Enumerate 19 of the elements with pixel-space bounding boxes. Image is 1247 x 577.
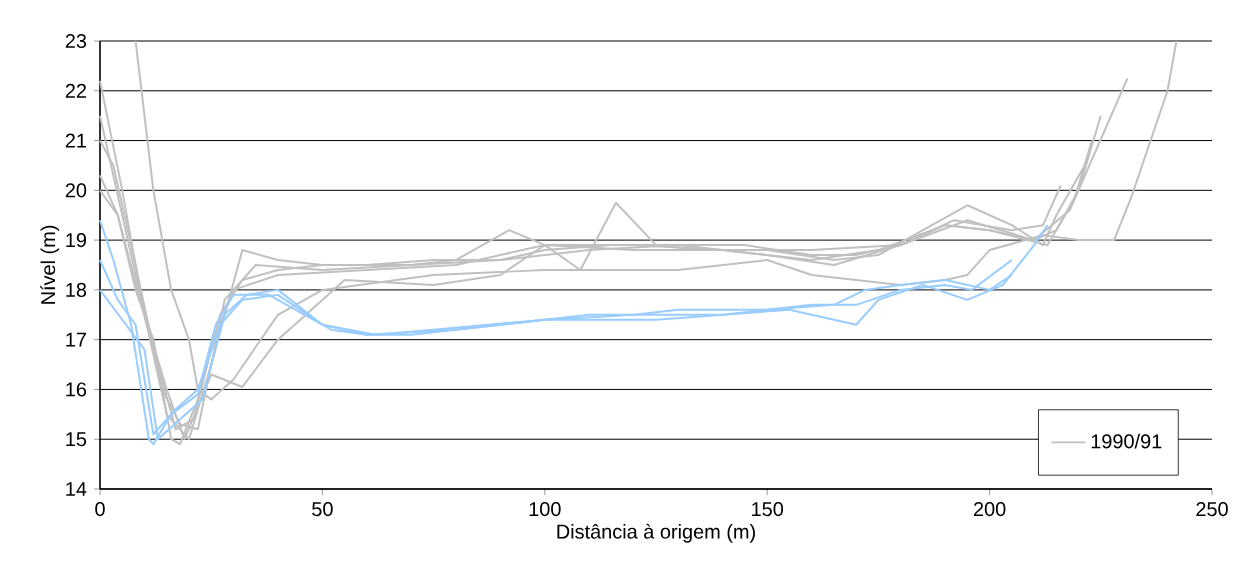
y-tick-label: 22 <box>65 83 86 98</box>
y-tick-label: 18 <box>66 282 87 297</box>
y-tick-label: 14 <box>66 482 87 496</box>
y-tick-label: 20 <box>65 183 87 198</box>
y-tick-label: 16 <box>66 382 87 397</box>
x-tick-label: 250 <box>1196 502 1228 517</box>
legend-label: 1990/91 <box>1091 433 1162 449</box>
x-tick-label: 150 <box>752 502 784 517</box>
x-tick-label: 0 <box>95 502 105 517</box>
y-tick-label: 23 <box>65 33 87 49</box>
x-tick-label: 100 <box>529 502 561 517</box>
y-tick-label: 21 <box>65 133 86 148</box>
y-tick-label: 17 <box>66 332 86 347</box>
y-axis-title: Nível (m) <box>40 225 60 304</box>
y-tick-label: 19 <box>66 233 87 248</box>
y-tick-label: 15 <box>66 432 87 447</box>
x-tick-label: 50 <box>312 502 333 517</box>
x-axis-title: Distância à origem (m) <box>557 523 755 543</box>
x-tick-label: 200 <box>973 502 1006 517</box>
